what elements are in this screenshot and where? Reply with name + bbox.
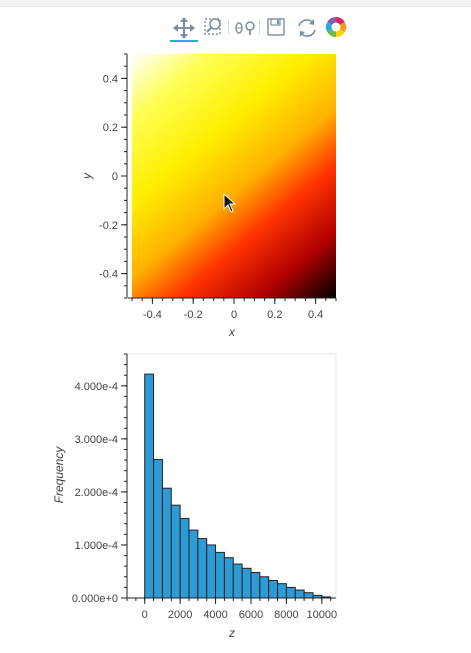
heatmap-x-tick-label: -0.4 xyxy=(143,309,162,321)
reset-icon xyxy=(298,19,316,37)
histogram-y-tick-label: 3.000e-4 xyxy=(75,434,118,446)
histogram-x-tick-label: 2000 xyxy=(168,609,192,621)
heatmap-x-tick-label: -0.2 xyxy=(184,309,203,321)
histogram-bar[interactable] xyxy=(259,576,270,599)
histogram-bar[interactable] xyxy=(303,592,314,599)
heatmap-image[interactable] xyxy=(132,54,336,298)
active-tool-indicator xyxy=(170,40,198,42)
heatmap-y-axis-title: y xyxy=(80,173,94,179)
histogram-bar[interactable] xyxy=(206,544,217,599)
toolbar-separator xyxy=(259,20,260,34)
histogram-y-axis-title: Frequency xyxy=(52,446,66,504)
histogram-bar[interactable] xyxy=(197,538,208,599)
box-zoom-tool-button[interactable] xyxy=(200,14,228,42)
histogram-bar[interactable] xyxy=(285,586,296,599)
histogram-bar[interactable] xyxy=(232,563,243,599)
histogram-bar[interactable] xyxy=(294,589,305,599)
histogram-bar[interactable] xyxy=(241,567,252,599)
mouse-cursor-icon xyxy=(223,193,237,213)
histogram-bar[interactable] xyxy=(144,373,155,599)
histogram-bar[interactable] xyxy=(161,487,172,599)
window-top-strip xyxy=(0,0,471,7)
pan-icon xyxy=(173,17,195,39)
histogram-x-tick-label: 10000 xyxy=(307,609,338,621)
histogram-x-tick-label: 4000 xyxy=(203,609,227,621)
heatmap-chart: -0.4 -0.2 0 0.2 0.4 -0.4 -0.2 0 0.2 0.4 xyxy=(99,53,337,321)
histogram-chart: 0 2000 4000 6000 8000 10000 0.000e+0 1.000e-4 2.… xyxy=(72,353,338,621)
histogram-x-axis-title: z xyxy=(229,626,235,640)
histogram-bar[interactable] xyxy=(215,551,225,599)
heatmap-x-axis-title: x xyxy=(229,325,235,339)
heatmap-x-tick-label: 0.2 xyxy=(267,309,282,321)
histogram-y-tick-label: 1.000e-4 xyxy=(75,540,118,552)
wheel-zoom-tool-button[interactable] xyxy=(232,14,260,42)
heatmap-y-tick-label: 0 xyxy=(112,171,118,183)
histogram-bar[interactable] xyxy=(179,517,190,599)
reset-tool-button[interactable] xyxy=(293,14,321,42)
box-zoom-icon xyxy=(204,18,221,35)
heatmap-y-tick-label: -0.2 xyxy=(99,220,118,232)
heatmap-y-tick-label: -0.4 xyxy=(99,269,118,281)
save-icon xyxy=(267,18,285,36)
heatmap-x-tick-label: 0 xyxy=(231,309,237,321)
heatmap-y-tick-label: 0.2 xyxy=(103,122,118,134)
bokeh-logo-icon xyxy=(325,16,347,38)
histogram-x-tick-label: 0 xyxy=(142,609,148,621)
toolbar-separator xyxy=(228,20,229,34)
histogram-bar[interactable] xyxy=(223,557,234,599)
histogram-bar[interactable] xyxy=(170,504,181,599)
histogram-y-tick-label: 4.000e-4 xyxy=(75,381,118,393)
heatmap-axes: -0.4 -0.2 0 0.2 0.4 -0.4 -0.2 0 0.2 0.4 xyxy=(99,53,337,321)
wheel-zoom-icon xyxy=(235,21,255,35)
histogram-y-tick-label: 0.000e+0 xyxy=(72,593,118,605)
plot-toolbar xyxy=(0,0,471,45)
histogram-y-tick-label: 2.000e-4 xyxy=(75,487,118,499)
histogram-bar[interactable] xyxy=(250,572,261,599)
histogram-axes: 0 2000 4000 6000 8000 10000 0.000e+0 1.000e-4 2.… xyxy=(72,353,338,621)
histogram-bar[interactable] xyxy=(268,579,279,599)
heatmap-y-tick-label: 0.4 xyxy=(103,73,118,85)
histogram-bar[interactable] xyxy=(188,529,199,599)
heatmap-x-tick-label: 0.4 xyxy=(308,309,323,321)
save-tool-button[interactable] xyxy=(263,14,291,42)
histogram-bar[interactable] xyxy=(277,583,287,599)
histogram-x-tick-label: 6000 xyxy=(239,609,263,621)
pan-tool-button[interactable] xyxy=(170,14,198,42)
histogram-bar[interactable] xyxy=(153,459,163,599)
histogram-x-tick-label: 8000 xyxy=(274,609,298,621)
bokeh-logo-link[interactable] xyxy=(323,14,351,42)
